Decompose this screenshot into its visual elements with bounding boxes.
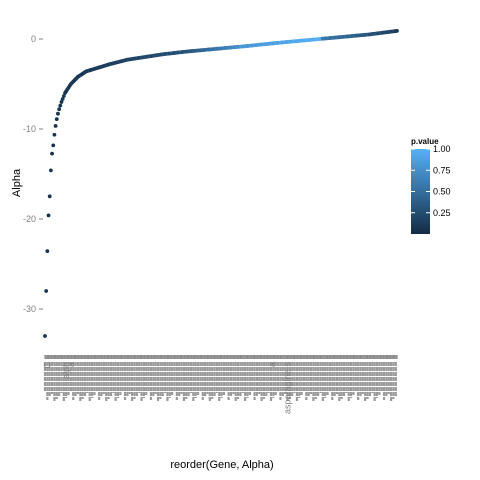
data-point: [58, 103, 63, 108]
data-point: [48, 168, 53, 173]
data-point: [44, 289, 49, 293]
data-points: [43, 29, 399, 338]
y-tick-label: 0: [31, 34, 36, 44]
data-point: [53, 124, 58, 128]
y-tick-label: -30: [23, 304, 36, 314]
y-tick-label: -10: [23, 124, 36, 134]
legend-ticks: 1.00 0.75 0.50 0.25: [411, 144, 451, 218]
y-tick-label: -20: [23, 214, 36, 224]
x-tick-label: a: [267, 362, 277, 367]
legend-tick-label: 0.75: [433, 165, 451, 175]
y-axis: 0 -10 -20 -30: [23, 34, 43, 314]
legend-tick-label: 1.00: [433, 144, 451, 154]
data-point: [61, 94, 66, 98]
data-point: [43, 334, 47, 338]
data-point: [50, 151, 54, 156]
data-point: [45, 249, 50, 254]
x-axis-ticks: [44, 355, 398, 359]
data-point: [395, 29, 399, 33]
data-point: [57, 107, 62, 112]
color-legend: p.value 1.00 0.75 0.50 0.25: [411, 137, 451, 234]
data-point: [54, 117, 59, 121]
x-tick-label: alph: [61, 362, 71, 379]
data-point: [59, 100, 64, 104]
x-tick-label: a: [66, 362, 76, 367]
data-point: [56, 111, 60, 116]
data-point: [46, 213, 51, 218]
y-axis-title: Alpha: [11, 168, 23, 197]
x-axis-title: reorder(Gene, Alpha): [170, 459, 273, 471]
legend-tick-label: 0.25: [433, 208, 451, 218]
data-point: [60, 97, 65, 101]
legend-colorbar: [411, 149, 430, 234]
x-tick-label: asparagine-s: [283, 362, 293, 415]
data-point: [51, 143, 56, 148]
data-point: [52, 132, 57, 137]
data-point: [47, 194, 52, 199]
legend-tick-label: 0.50: [433, 187, 451, 197]
legend-title: p.value: [411, 137, 439, 146]
x-tick-label: C: [42, 362, 52, 369]
